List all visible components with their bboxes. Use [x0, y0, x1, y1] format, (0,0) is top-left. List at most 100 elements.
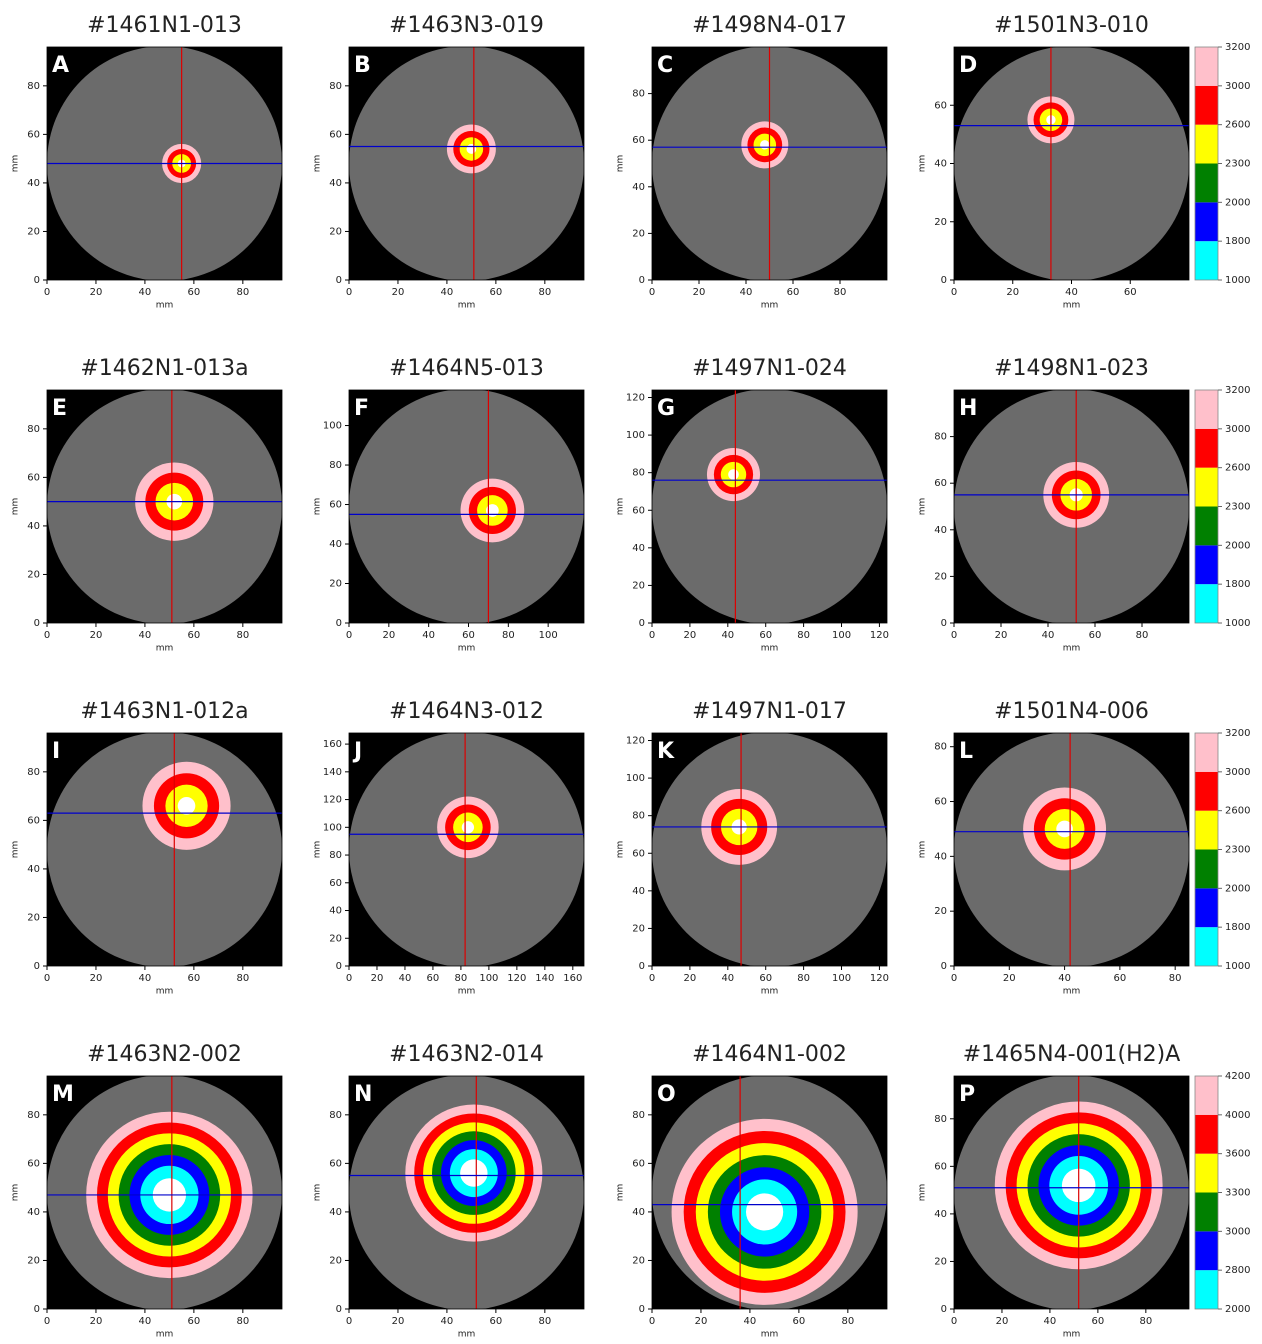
x-tick-label: 60: [490, 287, 503, 298]
panel-letter: H: [959, 396, 977, 421]
panel-letter: B: [354, 53, 371, 78]
y-tick-label: 0: [941, 961, 947, 972]
x-tick-label: 80: [1139, 1316, 1152, 1327]
x-tick-label: 20: [392, 1316, 405, 1327]
y-tick-label: 80: [632, 89, 645, 100]
x-tick-label: 0: [951, 1316, 957, 1327]
y-tick-label: 100: [323, 421, 342, 432]
panel: [954, 732, 1189, 967]
x-tick-label: 0: [951, 630, 957, 641]
y-tick-label: 20: [632, 580, 645, 591]
y-tick-label: 20: [934, 571, 947, 582]
x-tick-label: 80: [455, 973, 468, 984]
x-tick-label: 20: [995, 630, 1008, 641]
x-tick-label: 60: [787, 287, 800, 298]
y-tick-label: 60: [632, 1158, 645, 1169]
panel: [954, 389, 1189, 624]
x-tick-label: 0: [951, 973, 957, 984]
colorbar-segment: [1195, 429, 1218, 468]
x-tick-label: 60: [793, 1316, 806, 1327]
y-tick-label: 20: [27, 569, 40, 580]
colorbar-segment: [1195, 811, 1218, 850]
y-tick-label: 0: [336, 1304, 342, 1315]
y-tick-label: 60: [27, 1158, 40, 1169]
y-tick-label: 40: [632, 182, 645, 193]
x-tick-label: 40: [1058, 973, 1071, 984]
colorbar-segment: [1195, 1270, 1218, 1309]
panel-letter: O: [657, 1082, 676, 1107]
x-tick-label: 60: [1092, 1316, 1105, 1327]
x-tick-label: 60: [1089, 630, 1102, 641]
x-tick-label: 60: [759, 630, 772, 641]
y-tick-label: 100: [626, 430, 645, 441]
x-tick-label: 0: [44, 287, 50, 298]
panel-title: #1498N4-017: [692, 13, 847, 38]
x-axis-label: mm: [1063, 301, 1081, 311]
x-tick-label: 100: [832, 630, 851, 641]
y-axis-label: mm: [616, 841, 626, 859]
y-tick-label: 80: [27, 767, 40, 778]
y-tick-label: 100: [323, 822, 342, 833]
y-axis-label: mm: [313, 155, 323, 173]
y-tick-label: 0: [941, 1304, 947, 1315]
panel-letter: M: [52, 1082, 74, 1107]
x-tick-label: 20: [996, 1316, 1009, 1327]
colorbar-tick-label: 2300: [1225, 502, 1250, 513]
y-tick-label: 60: [632, 505, 645, 516]
y-tick-label: 40: [632, 543, 645, 554]
x-tick-label: 40: [139, 973, 152, 984]
x-tick-label: 120: [870, 630, 889, 641]
x-tick-label: 40: [1065, 287, 1078, 298]
x-tick-label: 40: [744, 1316, 757, 1327]
x-tick-label: 40: [139, 287, 152, 298]
panel: [349, 46, 584, 281]
y-tick-label: 40: [934, 851, 947, 862]
y-tick-label: 0: [34, 275, 40, 286]
colorbar-tick-label: 1000: [1225, 961, 1250, 972]
x-tick-label: 20: [695, 1316, 708, 1327]
colorbar-tick-label: 3000: [1225, 424, 1250, 435]
y-tick-label: 0: [639, 275, 645, 286]
x-tick-label: 40: [441, 287, 454, 298]
x-tick-label: 0: [44, 630, 50, 641]
y-axis-label: mm: [918, 498, 928, 516]
y-axis-label: mm: [616, 1184, 626, 1202]
panel-title: #1463N3-019: [389, 13, 544, 38]
y-tick-label: 20: [632, 228, 645, 239]
x-tick-label: 100: [539, 630, 558, 641]
y-tick-label: 40: [27, 864, 40, 875]
x-axis-label: mm: [156, 301, 174, 311]
colorbar-segment: [1195, 468, 1218, 507]
x-tick-label: 40: [721, 630, 734, 641]
panel: [954, 46, 1189, 281]
colorbar-segment: [1195, 164, 1218, 203]
x-tick-label: 140: [535, 973, 554, 984]
colorbar-segment: [1195, 1231, 1218, 1270]
colorbar-tick-label: 1800: [1225, 579, 1250, 590]
x-tick-label: 80: [538, 287, 551, 298]
x-tick-label: 80: [841, 1316, 854, 1327]
colorbar-segment: [1195, 927, 1218, 966]
y-tick-label: 0: [336, 618, 342, 629]
y-axis-label: mm: [918, 1184, 928, 1202]
x-tick-label: 80: [797, 973, 810, 984]
y-axis-label: mm: [918, 841, 928, 859]
y-tick-label: 20: [329, 933, 342, 944]
x-tick-label: 80: [1136, 630, 1149, 641]
colorbar-tick-label: 2000: [1225, 1304, 1250, 1315]
x-tick-label: 20: [684, 973, 697, 984]
colorbar-tick-label: 3200: [1225, 42, 1250, 53]
panel-title: #1464N3-012: [389, 699, 544, 724]
colorbar-tick-label: 1800: [1225, 236, 1250, 247]
panel-letter: L: [959, 739, 973, 764]
y-tick-label: 40: [329, 178, 342, 189]
x-tick-label: 60: [1124, 287, 1137, 298]
x-tick-label: 160: [563, 973, 582, 984]
y-tick-label: 40: [632, 1207, 645, 1218]
colorbar-tick-label: 2800: [1225, 1265, 1250, 1276]
y-axis-label: mm: [11, 841, 21, 859]
y-tick-label: 20: [934, 1256, 947, 1267]
y-tick-label: 20: [329, 579, 342, 590]
y-tick-label: 60: [27, 815, 40, 826]
y-tick-label: 80: [329, 850, 342, 861]
